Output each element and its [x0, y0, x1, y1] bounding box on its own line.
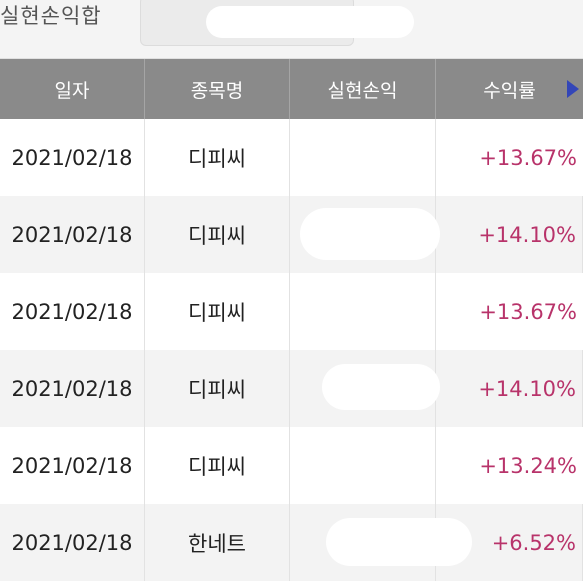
realized-profit-summary: 실현손익합 [0, 0, 583, 59]
row-realized-profit [290, 427, 436, 504]
row-date: 2021/02/18 [0, 196, 145, 273]
header-stock-name-label: 종목명 [190, 79, 244, 102]
table-row[interactable]: 2021/02/18 디피씨 +13.67% [0, 273, 583, 350]
table-row[interactable]: 2021/02/18 디피씨 +14.10% [0, 196, 583, 273]
header-date-label: 일자 [54, 79, 90, 102]
row-stock-name: 디피씨 [145, 350, 290, 427]
row-stock-name: 디피씨 [145, 119, 290, 196]
table-row[interactable]: 2021/02/18 한네트 +6.52% [0, 504, 583, 581]
header-return-rate-label: 수익률 [483, 79, 536, 102]
row-date: 2021/02/18 [0, 119, 145, 196]
row-realized-profit [290, 273, 436, 350]
redaction-mark [322, 364, 440, 410]
row-stock-name: 디피씨 [145, 196, 290, 273]
row-stock-name: 디피씨 [145, 427, 290, 504]
header-return-rate[interactable]: 수익률 [436, 59, 583, 119]
table-row[interactable]: 2021/02/18 디피씨 +14.10% [0, 350, 583, 427]
row-date: 2021/02/18 [0, 273, 145, 350]
row-return-rate: +14.10% [436, 350, 583, 427]
row-return-rate: +13.67% [479, 299, 577, 324]
header-stock-name[interactable]: 종목명 [145, 59, 290, 119]
scroll-right-icon[interactable] [567, 80, 579, 98]
table-row[interactable]: 2021/02/18 디피씨 +13.67% [0, 119, 583, 196]
row-return-rate: +13.24% [479, 453, 577, 478]
row-return-rate: +14.10% [436, 196, 583, 273]
table-header: 일자 종목명 실현손익 수익률 [0, 59, 583, 119]
redaction-mark [300, 208, 440, 260]
trade-table-body: 2021/02/18 디피씨 +13.67% 2021/02/18 디피씨 +1… [0, 119, 583, 581]
row-stock-name: 한네트 [145, 504, 290, 581]
row-return-rate: +13.67% [479, 145, 577, 170]
redaction-mark [206, 6, 414, 38]
row-date: 2021/02/18 [0, 350, 145, 427]
summary-label: 실현손익합 [0, 4, 102, 28]
table-row[interactable]: 2021/02/18 디피씨 +13.24% [0, 427, 583, 504]
header-date[interactable]: 일자 [0, 59, 145, 119]
row-date: 2021/02/18 [0, 504, 145, 581]
header-realized-profit[interactable]: 실현손익 [290, 59, 436, 119]
row-date: 2021/02/18 [0, 427, 145, 504]
header-realized-profit-label: 실현손익 [327, 79, 398, 102]
row-stock-name: 디피씨 [145, 273, 290, 350]
redaction-mark [326, 518, 472, 566]
row-realized-profit [290, 119, 436, 196]
